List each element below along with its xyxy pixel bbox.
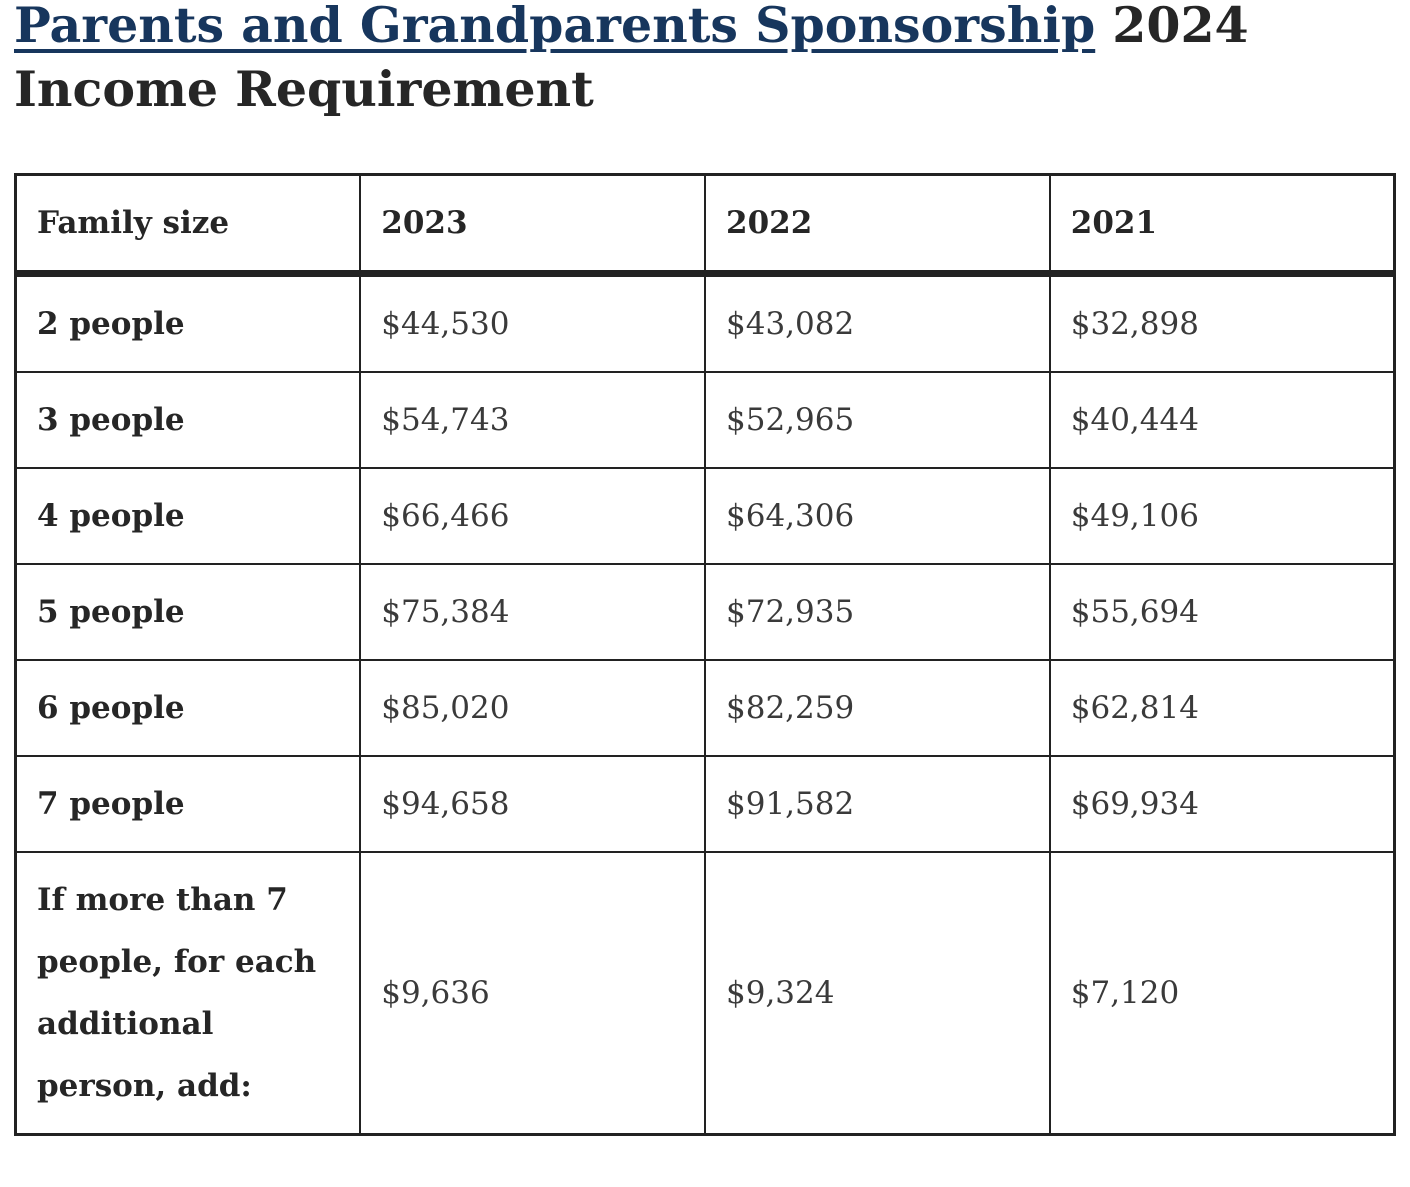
column-header-family-size: Family size	[14, 173, 362, 278]
cell-value: $52,965	[704, 371, 1051, 470]
cell-value: $75,384	[359, 563, 706, 662]
cell-value: $66,466	[359, 467, 706, 566]
column-header-2021: 2021	[1048, 173, 1396, 278]
cell-value: $64,306	[704, 467, 1051, 566]
cell-value: $7,120	[1048, 851, 1396, 1136]
row-label: 7 people	[14, 755, 362, 854]
cell-value: $43,082	[704, 272, 1051, 374]
table-row-2-people: 2 people $44,530 $43,082 $32,898	[14, 272, 1396, 374]
cell-value: $9,324	[704, 851, 1051, 1136]
table-row-3-people: 3 people $54,743 $52,965 $40,444	[14, 371, 1396, 470]
sponsorship-link[interactable]: Parents and Grandparents Sponsorship	[14, 0, 1096, 54]
table-row-4-people: 4 people $66,466 $64,306 $49,106	[14, 467, 1396, 566]
row-label: 3 people	[14, 371, 362, 470]
row-label: If more than 7 people, for each addition…	[14, 851, 362, 1136]
table-row-6-people: 6 people $85,020 $82,259 $62,814	[14, 659, 1396, 758]
row-label: 2 people	[14, 272, 362, 374]
table-row-additional-person: If more than 7 people, for each addition…	[14, 851, 1396, 1136]
income-requirement-table: Family size 2023 2022 2021 2 people $44,…	[14, 173, 1396, 1137]
cell-value: $49,106	[1048, 467, 1396, 566]
cell-value: $32,898	[1048, 272, 1396, 374]
page-title: Parents and Grandparents Sponsorship 202…	[14, 0, 1304, 121]
table-row-7-people: 7 people $94,658 $91,582 $69,934	[14, 755, 1396, 854]
column-header-2022: 2022	[704, 173, 1051, 278]
cell-value: $94,658	[359, 755, 706, 854]
table-row-5-people: 5 people $75,384 $72,935 $55,694	[14, 563, 1396, 662]
cell-value: $91,582	[704, 755, 1051, 854]
row-label: 4 people	[14, 467, 362, 566]
column-header-2023: 2023	[359, 173, 706, 278]
row-label: 6 people	[14, 659, 362, 758]
table-header-row: Family size 2023 2022 2021	[14, 173, 1396, 278]
cell-value: $9,636	[359, 851, 706, 1136]
cell-value: $54,743	[359, 371, 706, 470]
cell-value: $55,694	[1048, 563, 1396, 662]
cell-value: $82,259	[704, 659, 1051, 758]
cell-value: $62,814	[1048, 659, 1396, 758]
row-label: 5 people	[14, 563, 362, 662]
cell-value: $72,935	[704, 563, 1051, 662]
cell-value: $40,444	[1048, 371, 1396, 470]
cell-value: $85,020	[359, 659, 706, 758]
page-title-suffix: 2024 Income Requirement	[14, 0, 1249, 118]
cell-value: $44,530	[359, 272, 706, 374]
cell-value: $69,934	[1048, 755, 1396, 854]
